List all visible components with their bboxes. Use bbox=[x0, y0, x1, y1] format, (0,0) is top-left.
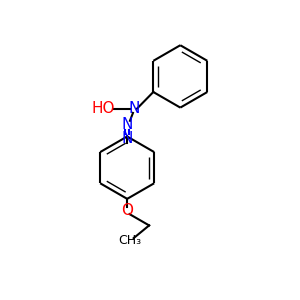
Text: N: N bbox=[128, 101, 140, 116]
Text: N: N bbox=[122, 117, 133, 132]
Text: N: N bbox=[122, 131, 133, 146]
Text: HO: HO bbox=[91, 101, 115, 116]
Text: CH₃: CH₃ bbox=[118, 234, 141, 248]
Text: O: O bbox=[121, 203, 133, 218]
